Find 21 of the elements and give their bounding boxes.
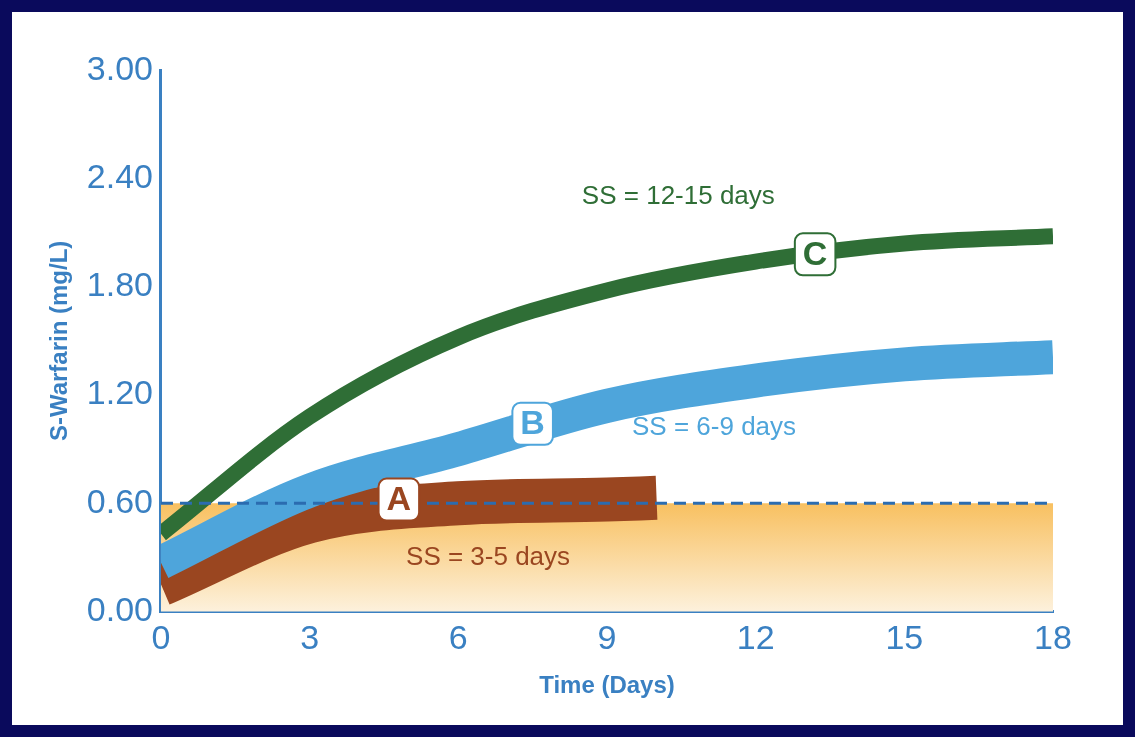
- annotation: SS = 12-15 days: [581, 179, 775, 210]
- x-tick-label: 0: [151, 618, 171, 657]
- y-tick-label: 1.20: [86, 373, 153, 412]
- x-axis-title: Time (Days): [539, 671, 675, 699]
- x-tick-label: 18: [1034, 618, 1072, 657]
- annotation: SS = 6-9 days: [632, 410, 797, 441]
- annotation: B: [520, 403, 545, 442]
- y-tick-label: 1.80: [86, 265, 153, 304]
- x-tick-label: 9: [597, 618, 617, 657]
- y-axis-title: S-Warfarin (mg/L): [45, 240, 73, 442]
- y-tick-label: 2.40: [86, 156, 153, 195]
- x-tick-label: 15: [885, 618, 924, 657]
- y-tick-label: 0.00: [86, 589, 153, 628]
- y-tick-label: 3.00: [86, 48, 153, 87]
- y-tick-label: 0.60: [86, 481, 153, 520]
- annotation: A: [386, 478, 412, 517]
- x-tick-label: 3: [300, 618, 320, 657]
- annotation: SS = 3-5 days: [406, 540, 571, 571]
- x-tick-label: 12: [736, 618, 775, 657]
- x-tick-label: 6: [448, 618, 468, 657]
- annotation: C: [802, 233, 828, 272]
